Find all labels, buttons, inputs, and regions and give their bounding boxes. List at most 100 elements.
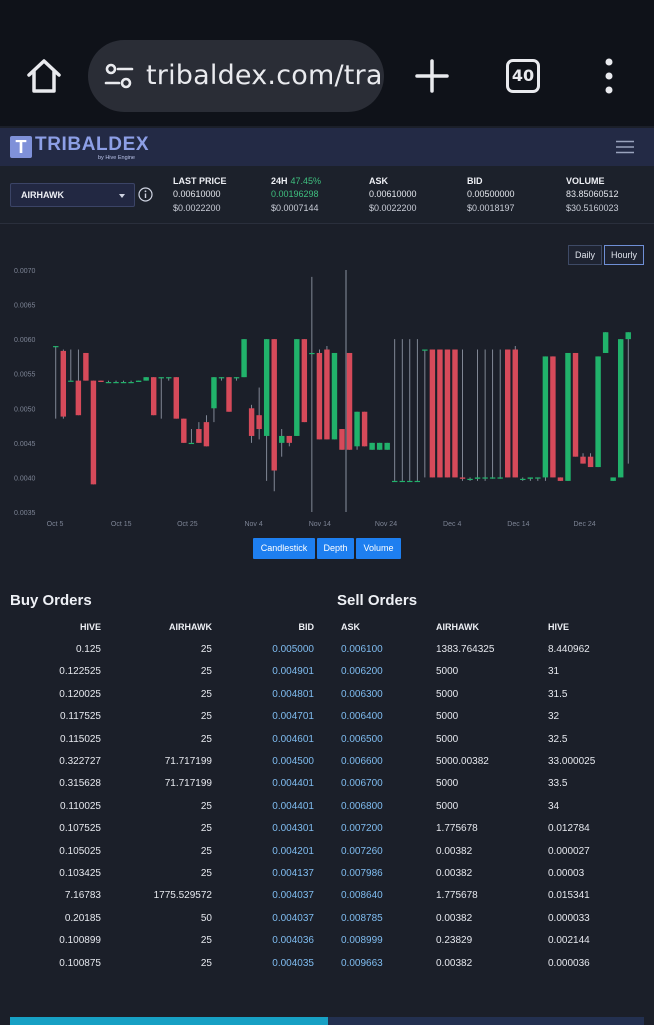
new-tab-icon[interactable]: [414, 58, 450, 94]
sell-ask-cell[interactable]: 0.008640: [341, 890, 383, 902]
candle-body: [361, 411, 368, 447]
sell-ask-cell[interactable]: 0.006300: [341, 688, 383, 700]
sell-hive-cell: 32.5: [548, 733, 568, 745]
candle-body: [482, 477, 488, 479]
sell-ask-cell[interactable]: 0.006600: [341, 756, 383, 767]
sell-hive-cell: 0.00003: [548, 868, 585, 879]
x-tick-label: Dec 24: [574, 521, 596, 528]
sell-ask-cell[interactable]: 0.008785: [341, 912, 383, 924]
stat-24h: 24H 47.45% 0.00196298 $0.0007144: [271, 176, 321, 213]
sell-ask-cell[interactable]: 0.006400: [341, 711, 383, 723]
candle-body: [105, 382, 112, 384]
candle-body: [497, 477, 503, 479]
depth-view-button[interactable]: Depth: [317, 538, 354, 559]
y-tick-label: 0.0040: [14, 475, 36, 482]
buy-bid-cell[interactable]: 0.004601: [272, 733, 314, 745]
buy-bid-cell[interactable]: 0.004137: [272, 868, 314, 879]
stat-value: 0.00610000: [173, 189, 221, 199]
sell-ask-cell[interactable]: 0.008999: [341, 935, 383, 947]
more-menu-icon[interactable]: [604, 58, 614, 94]
candle-body: [279, 435, 285, 443]
candle-body: [128, 382, 134, 384]
buy-bid-cell[interactable]: 0.004801: [272, 688, 314, 700]
x-tick-label: Nov 24: [375, 521, 397, 528]
candle-body: [505, 349, 511, 478]
bottom-progress-bar: [10, 1017, 644, 1025]
buy-bid-cell[interactable]: 0.004035: [272, 957, 314, 969]
candle-body: [53, 346, 59, 348]
order-row: 0.117525 25 0.004701 0.006400 5000 32: [0, 706, 654, 728]
buy-bid-cell[interactable]: 0.004201: [272, 845, 314, 857]
buy-bid-cell[interactable]: 0.005000: [272, 644, 314, 655]
buy-airhawk-cell: 25: [200, 868, 212, 879]
sell-header-airhawk: AIRHAWK: [436, 622, 479, 632]
site-settings-icon[interactable]: [104, 62, 134, 90]
volume-view-button[interactable]: Volume: [356, 538, 401, 559]
order-row: 0.20185 50 0.004037 0.008785 0.00382 0.000033: [0, 908, 654, 930]
buy-bid-cell[interactable]: 0.004701: [272, 711, 314, 723]
candle-body: [256, 415, 262, 430]
sell-ask-cell[interactable]: 0.006700: [341, 778, 383, 790]
stat-usd-value: $0.0022200: [173, 203, 221, 213]
sell-airhawk-cell: 5000.00382: [436, 756, 489, 767]
candle-body: [339, 429, 345, 450]
buy-bid-cell[interactable]: 0.004301: [272, 823, 314, 835]
buy-hive-cell: 0.110025: [60, 800, 101, 812]
buy-bid-cell[interactable]: 0.004037: [272, 890, 314, 902]
buy-header-bid: BID: [298, 622, 315, 632]
tab-switcher-button[interactable]: 40: [506, 59, 540, 93]
buy-hive-cell: 0.100875: [59, 957, 101, 969]
info-icon[interactable]: [138, 187, 153, 202]
candle-body: [241, 339, 247, 378]
bottom-progress-fill: [10, 1017, 328, 1025]
sell-ask-cell[interactable]: 0.007986: [341, 868, 383, 879]
candle-body: [550, 356, 556, 478]
buy-hive-cell: 7.16783: [64, 890, 101, 902]
buy-bid-cell[interactable]: 0.004901: [272, 666, 314, 678]
period-hourly-button[interactable]: Hourly: [604, 245, 644, 265]
sell-ask-cell[interactable]: 0.006800: [341, 800, 383, 812]
token-select[interactable]: AIRHAWK: [10, 183, 135, 207]
buy-bid-cell[interactable]: 0.004036: [272, 935, 314, 947]
buy-hive-cell: 0.125: [75, 644, 101, 655]
candle-body: [271, 339, 277, 471]
token-select-value: AIRHAWK: [21, 190, 64, 200]
sell-ask-cell[interactable]: 0.006200: [341, 666, 383, 678]
url-text[interactable]: tribaldex.com/trade/AIRHAWK: [146, 60, 384, 91]
order-row: 0.107525 25 0.004301 0.007200 1.775678 0.0127…: [0, 818, 654, 840]
candle-body: [625, 332, 631, 340]
candle-body: [474, 477, 481, 479]
stat-change: 47.45%: [290, 176, 322, 186]
buy-hive-cell: 0.315628: [59, 778, 101, 790]
browser-toolbar: tribaldex.com/trade/AIRHAWK 40: [0, 0, 654, 126]
sell-hive-cell: 33.000025: [548, 756, 596, 767]
buy-bid-cell[interactable]: 0.004401: [272, 800, 314, 812]
sell-ask-cell[interactable]: 0.007200: [341, 823, 383, 835]
home-icon[interactable]: [24, 56, 64, 96]
buy-bid-cell[interactable]: 0.004037: [272, 912, 314, 924]
buy-header-airhawk: AIRHAWK: [169, 622, 212, 632]
sell-ask-cell[interactable]: 0.006100: [341, 644, 383, 655]
sell-ask-cell[interactable]: 0.007260: [341, 845, 383, 857]
candle-body: [542, 356, 549, 478]
buy-bid-cell[interactable]: 0.004500: [272, 756, 314, 767]
sell-ask-cell[interactable]: 0.009663: [341, 957, 383, 969]
sell-airhawk-cell: 5000: [436, 666, 459, 678]
buy-hive-cell: 0.103425: [59, 868, 101, 879]
order-row: 0.120025 25 0.004801 0.006300 5000 31.5: [0, 684, 654, 706]
sell-ask-cell[interactable]: 0.006500: [341, 733, 383, 745]
address-bar[interactable]: tribaldex.com/trade/AIRHAWK: [88, 40, 384, 112]
sell-orders-title: Sell Orders: [337, 592, 418, 609]
price-chart-panel: Daily Hourly 0.0070 0.0065 0.0060 0.0055 0.0…: [0, 230, 654, 560]
buy-airhawk-cell: 25: [200, 711, 212, 723]
sell-airhawk-cell: 5000: [436, 688, 459, 700]
candlestick-view-button[interactable]: Candlestick: [253, 538, 315, 559]
stat-value: 0.00196298: [271, 189, 319, 199]
candle-body: [233, 377, 240, 379]
stat-label: VOLUME: [566, 176, 605, 186]
period-daily-button[interactable]: Daily: [568, 245, 602, 265]
buy-bid-cell[interactable]: 0.004401: [272, 778, 314, 790]
stat-usd-value: $0.0018197: [467, 203, 515, 213]
hamburger-menu-icon[interactable]: [616, 140, 634, 154]
candlestick-chart[interactable]: 0.0070 0.0065 0.0060 0.0055 0.0050 0.0045 0.00…: [0, 230, 654, 530]
